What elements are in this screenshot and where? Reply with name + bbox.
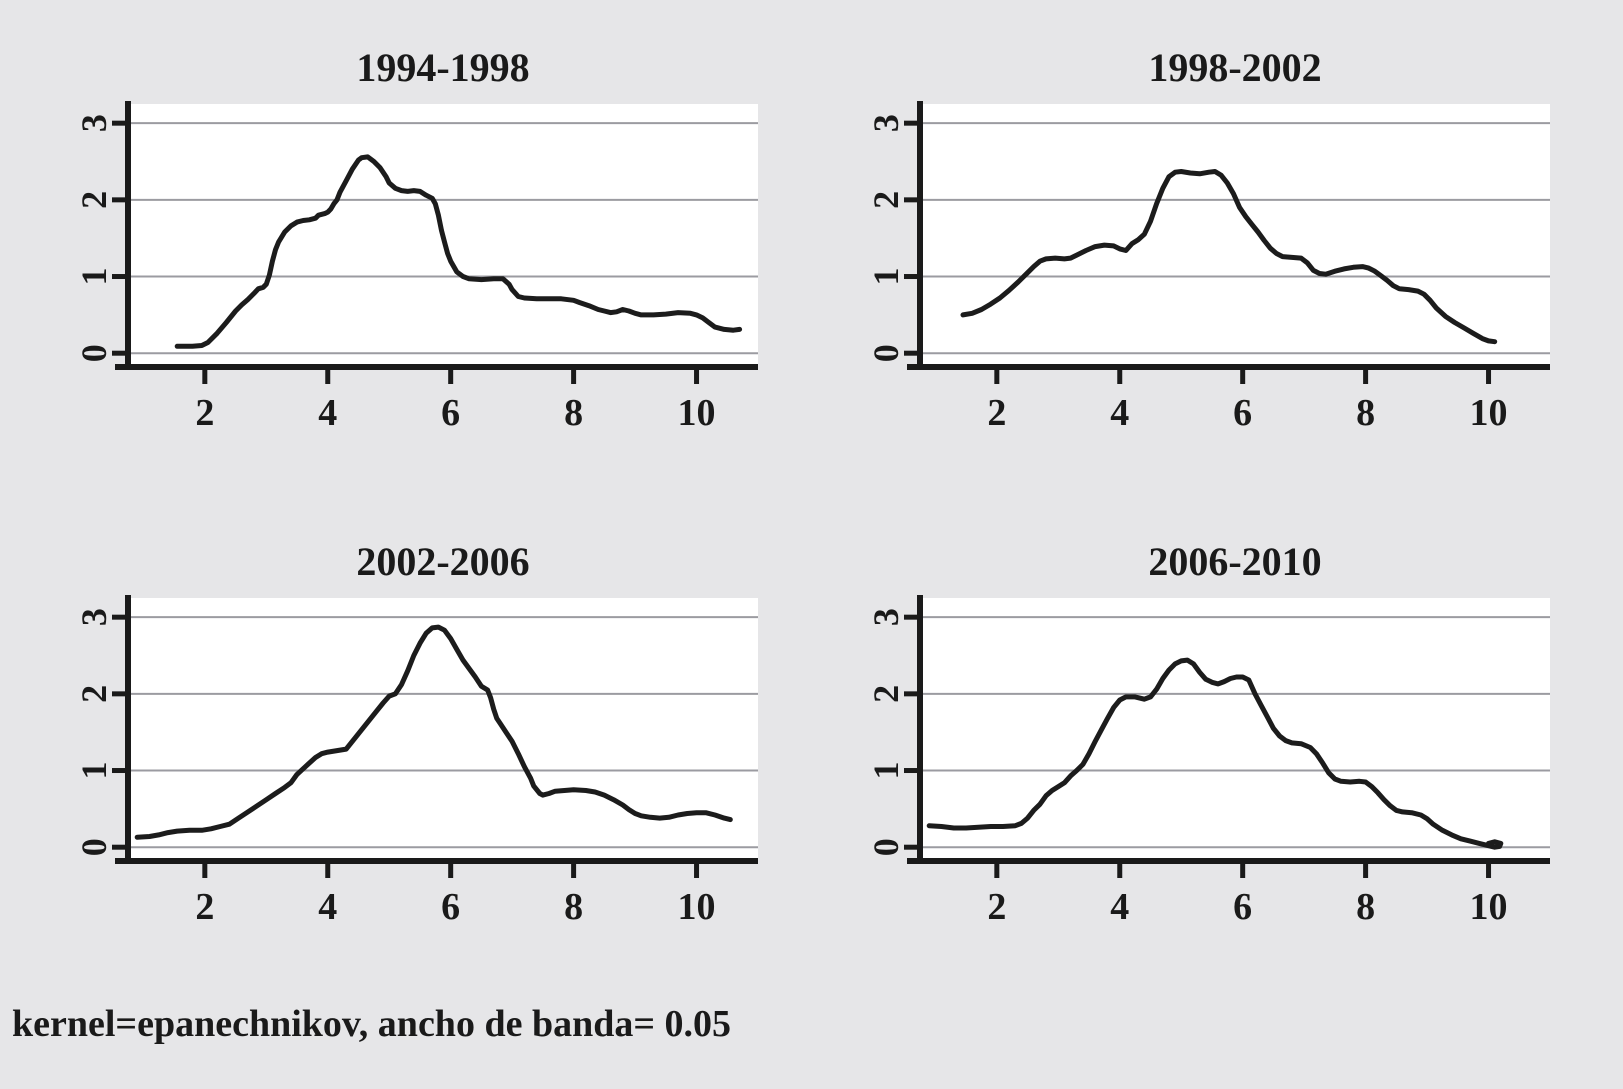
x-tick-label-2: 2 [987, 886, 1006, 928]
x-tick-label-10: 10 [1470, 392, 1508, 434]
density-plot-1998-2002: 0 1 2 3 2 4 6 8 10 [866, 101, 1550, 434]
x-tick-label-4: 4 [1110, 886, 1129, 928]
plot-area [920, 104, 1550, 367]
x-tick-label-10: 10 [1470, 886, 1508, 928]
x-tick-label-4: 4 [318, 392, 337, 434]
kernel-note: kernel=epanechnikov, ancho de banda= 0.0… [12, 1003, 731, 1045]
density-curve [174, 154, 743, 349]
chart-panel-1994-1998: 1994-1998 0 1 2 3 2 4 6 8 10 [66, 40, 766, 440]
x-tick-label-4: 4 [1110, 392, 1129, 434]
y-tick-label-3: 3 [74, 608, 114, 626]
y-tick-label-0: 0 [866, 344, 906, 362]
x-tick-label-10: 10 [678, 392, 716, 434]
x-tick-label-2: 2 [987, 392, 1006, 434]
y-tick-label-1: 1 [866, 268, 906, 286]
plot-area [128, 598, 758, 861]
y-tick-label-0: 0 [74, 838, 114, 856]
x-tick-label-10: 10 [678, 886, 716, 928]
y-tick-label-2: 2 [866, 191, 906, 209]
density-plot-1994-1998: 0 1 2 3 2 4 6 8 10 [74, 101, 758, 434]
y-tick-label-1: 1 [74, 762, 114, 780]
y-tick-label-2: 2 [866, 685, 906, 703]
density-curve [134, 624, 733, 840]
chart-panel-2006-2010: 2006-2010 0 1 2 3 2 4 6 8 10 [858, 534, 1558, 934]
x-tick-label-2: 2 [195, 392, 214, 434]
x-tick-label-8: 8 [1356, 886, 1375, 928]
y-tick-label-2: 2 [74, 685, 114, 703]
y-tick-label-3: 3 [866, 608, 906, 626]
y-tick-label-1: 1 [74, 268, 114, 286]
y-tick-label-3: 3 [866, 114, 906, 132]
y-tick-label-3: 3 [74, 114, 114, 132]
chart-title-2002-2006: 2002-2006 [356, 539, 530, 584]
density-curve [960, 169, 1498, 345]
plot-area [920, 598, 1550, 861]
chart-panel-2002-2006: 2002-2006 0 1 2 3 2 4 6 8 10 [66, 534, 766, 934]
y-tick-label-0: 0 [866, 838, 906, 856]
chart-title-1998-2002: 1998-2002 [1148, 45, 1322, 90]
x-tick-label-6: 6 [1233, 886, 1252, 928]
x-tick-label-6: 6 [1233, 392, 1252, 434]
density-plot-2002-2006: 0 1 2 3 2 4 6 8 10 [74, 595, 758, 928]
chart-title-1994-1998: 1994-1998 [356, 45, 530, 90]
x-tick-label-8: 8 [564, 886, 583, 928]
chart-title-2006-2010: 2006-2010 [1148, 539, 1322, 584]
y-tick-label-2: 2 [74, 191, 114, 209]
x-tick-label-2: 2 [195, 886, 214, 928]
y-tick-label-0: 0 [74, 344, 114, 362]
density-plot-2006-2010: 0 1 2 3 2 4 6 8 10 [866, 595, 1550, 928]
x-tick-label-8: 8 [1356, 392, 1375, 434]
density-curve [926, 657, 1504, 850]
chart-panel-1998-2002: 1998-2002 0 1 2 3 2 4 6 8 10 [858, 40, 1558, 440]
x-tick-label-4: 4 [318, 886, 337, 928]
x-tick-label-6: 6 [441, 392, 460, 434]
y-tick-label-1: 1 [866, 762, 906, 780]
x-tick-label-8: 8 [564, 392, 583, 434]
x-tick-label-6: 6 [441, 886, 460, 928]
